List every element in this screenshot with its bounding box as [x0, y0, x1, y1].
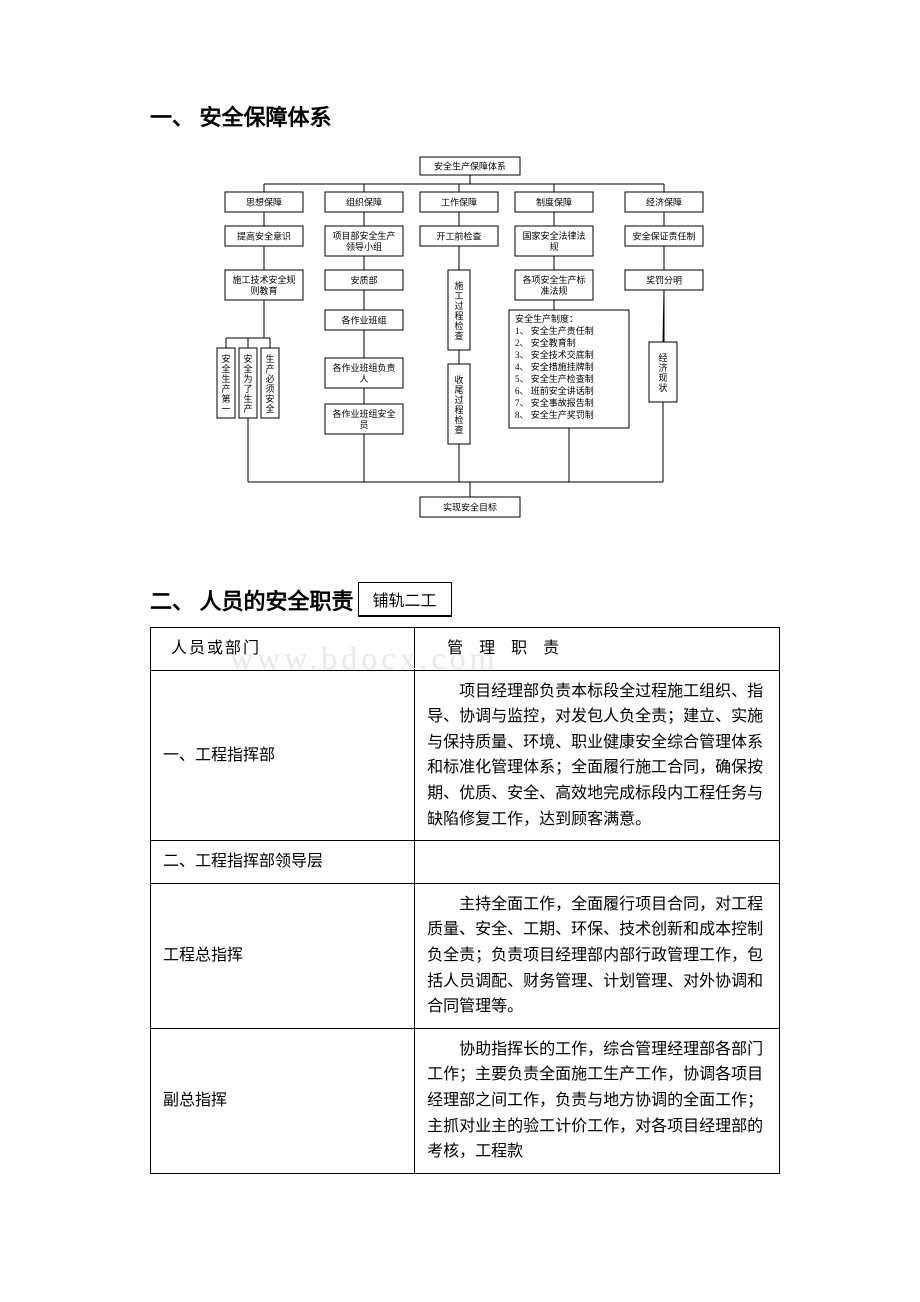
svg-text:一: 一 [221, 404, 230, 414]
cell-duty: 主持全面工作，全面履行项目合同，对工程质量、安全、工期、环保、技术创新和成本控制… [415, 883, 780, 1028]
table-row: 副总指挥 协助指挥长的工作，综合管理经理部各部门工作；主要负责全面施工生产工作，… [151, 1028, 780, 1173]
cell-dept: 二、工程指挥部领导层 [151, 841, 415, 884]
cell-duty: 协助指挥长的工作，综合管理经理部各部门工作；主要负责全面施工生产工作，协调各项目… [415, 1028, 780, 1173]
svg-text:2、 安全教育制: 2、 安全教育制 [515, 337, 576, 348]
svg-text:过: 过 [454, 394, 463, 405]
svg-text:生: 生 [243, 393, 252, 404]
svg-text:思想保障: 思想保障 [246, 197, 282, 208]
svg-text:项目部安全生产: 项目部安全生产 [332, 230, 395, 241]
svg-text:全: 全 [265, 403, 274, 414]
svg-text:全: 全 [221, 363, 230, 374]
svg-text:安全保证责任制: 安全保证责任制 [632, 231, 695, 242]
svg-text:8、 安全生产奖罚制: 8、 安全生产奖罚制 [515, 409, 594, 420]
svg-text:必: 必 [265, 373, 274, 384]
svg-text:程: 程 [454, 311, 463, 321]
svg-text:规: 规 [549, 242, 558, 252]
svg-text:安质部: 安质部 [350, 275, 377, 286]
svg-text:各作业班组负责: 各作业班组负责 [332, 362, 395, 373]
svg-text:生: 生 [265, 353, 274, 364]
table-row: 二、工程指挥部领导层 [151, 841, 780, 884]
col-header-1: 人员或部门 [151, 628, 415, 671]
svg-text:第: 第 [221, 393, 230, 404]
col-header-2: 管 理 职 责 [415, 628, 780, 671]
svg-text:领导小组: 领导小组 [346, 241, 382, 252]
svg-text:则教育: 则教育 [250, 285, 277, 296]
svg-text:济: 济 [658, 362, 667, 373]
svg-text:奖罚分明: 奖罚分明 [646, 275, 682, 286]
svg-text:产: 产 [265, 363, 274, 374]
svg-text:各作业班组安全: 各作业班组安全 [332, 408, 395, 419]
flowchart-diagram: 安全生产保障体系思想保障 组织保障 工作保障 制度保障 经济保障提高安全意识 项目部安全生… [205, 152, 725, 542]
svg-text:安: 安 [243, 353, 252, 364]
table-row: 人员或部门 管 理 职 责 [151, 628, 780, 671]
svg-text:各项安全生产标: 各项安全生产标 [522, 274, 585, 285]
heading-2-box: 铺轨二工 [358, 582, 452, 617]
cell-duty: 项目经理部负责本标段全过程施工组织、指导、协调与监控，对发包人负全责；建立、实施… [415, 670, 780, 841]
responsibility-table: 人员或部门 管 理 职 责 一、工程指挥部 项目经理部负责本标段全过程施工组织、… [150, 627, 780, 1174]
svg-text:全: 全 [243, 363, 252, 374]
svg-text:查: 查 [454, 424, 463, 435]
svg-text:人: 人 [359, 374, 368, 384]
svg-text:提高安全意识: 提高安全意识 [237, 231, 291, 242]
heading-2: 二、 人员的安全职责 [150, 584, 354, 616]
svg-text:过: 过 [454, 300, 463, 311]
table-row: 工程总指挥 主持全面工作，全面履行项目合同，对工程质量、安全、工期、环保、技术创… [151, 883, 780, 1028]
cell-dept: 一、工程指挥部 [151, 670, 415, 841]
table-row: 一、工程指挥部 项目经理部负责本标段全过程施工组织、指导、协调与监控，对发包人负… [151, 670, 780, 841]
svg-text:生: 生 [221, 373, 230, 384]
svg-text:检: 检 [454, 414, 463, 425]
svg-text:尾: 尾 [454, 385, 463, 395]
svg-text:工作保障: 工作保障 [441, 197, 477, 208]
svg-text:准法规: 准法规 [540, 285, 567, 296]
svg-text:各作业班组: 各作业班组 [341, 315, 386, 326]
svg-text:状: 状 [658, 382, 667, 393]
cell-dept: 副总指挥 [151, 1028, 415, 1173]
heading-1: 一、 安全保障体系 [150, 100, 780, 132]
svg-text:查: 查 [454, 330, 463, 341]
svg-text:须: 须 [265, 384, 274, 394]
svg-text:5、 安全生产检查制: 5、 安全生产检查制 [515, 373, 594, 384]
svg-text:产: 产 [221, 383, 230, 394]
heading-2-row: 二、 人员的安全职责 铺轨二工 [150, 582, 780, 617]
svg-text:1、 安全生产责任制: 1、 安全生产责任制 [515, 325, 594, 336]
svg-text:6、 班前安全讲话制: 6、 班前安全讲话制 [515, 385, 594, 396]
svg-text:安: 安 [265, 393, 274, 404]
svg-text:检: 检 [454, 320, 463, 331]
svg-text:收: 收 [454, 374, 463, 385]
svg-text:了: 了 [243, 384, 252, 394]
svg-text:国家安全法律法: 国家安全法律法 [522, 230, 585, 241]
svg-text:开工前检查: 开工前检查 [436, 231, 481, 242]
svg-text:安: 安 [221, 353, 230, 364]
svg-text:经: 经 [658, 352, 667, 363]
svg-text:员: 员 [359, 420, 368, 430]
svg-text:7、 安全事故报告制: 7、 安全事故报告制 [515, 397, 594, 408]
svg-text:产: 产 [243, 403, 252, 414]
svg-text:组织保障: 组织保障 [346, 197, 382, 208]
svg-text:3、 安全技术交底制: 3、 安全技术交底制 [515, 349, 594, 360]
svg-text:制度保障: 制度保障 [536, 197, 572, 208]
svg-text:安全生产制度：: 安全生产制度： [515, 313, 578, 324]
svg-text:现: 现 [658, 373, 667, 383]
cell-dept: 工程总指挥 [151, 883, 415, 1028]
cell-duty [415, 841, 780, 884]
svg-text:4、 安全措施挂牌制: 4、 安全措施挂牌制 [515, 361, 594, 372]
svg-text:安全生产保障体系: 安全生产保障体系 [434, 161, 506, 172]
svg-text:程: 程 [454, 405, 463, 415]
svg-text:为: 为 [243, 373, 252, 384]
svg-text:施工技术安全规: 施工技术安全规 [232, 274, 295, 285]
svg-text:施: 施 [454, 280, 463, 291]
svg-text:实现安全目标: 实现安全目标 [443, 502, 497, 513]
svg-text:经济保障: 经济保障 [646, 197, 682, 208]
svg-text:工: 工 [454, 291, 463, 301]
